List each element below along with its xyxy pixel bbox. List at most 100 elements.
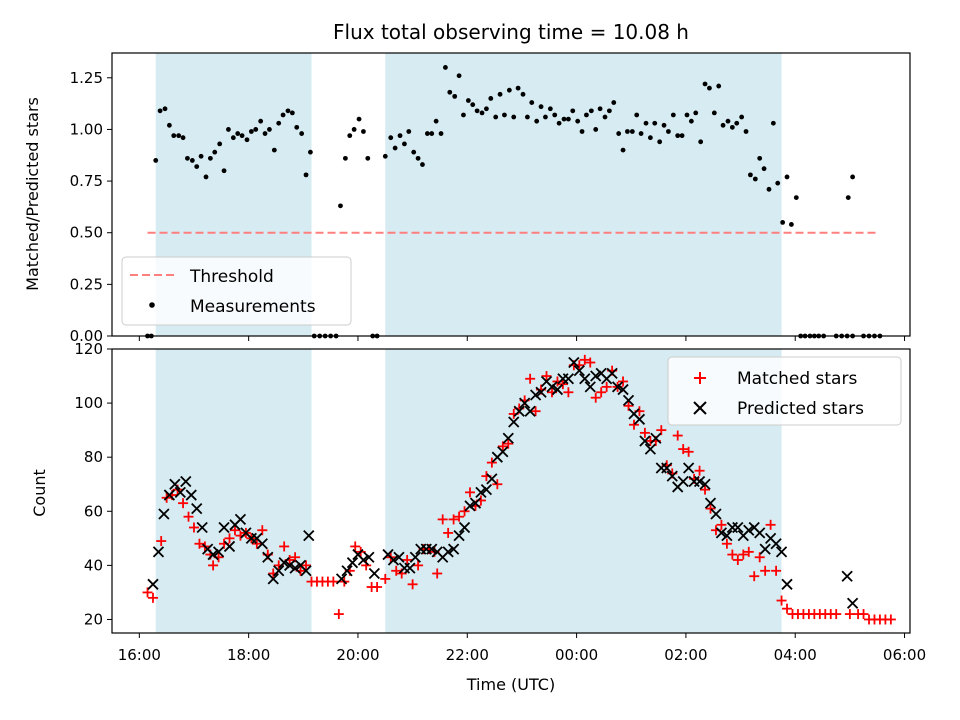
predicted-star-marker <box>458 521 471 534</box>
matched-star-marker <box>683 446 694 457</box>
measurement-point <box>497 91 503 97</box>
measurement-point <box>479 110 485 116</box>
matched-star-marker <box>749 571 760 582</box>
predicted-star-marker <box>551 383 564 396</box>
matched-star-marker <box>437 514 448 525</box>
matched-star-marker <box>279 541 290 552</box>
predicted-star-marker <box>464 500 476 512</box>
measurement-point <box>342 155 348 161</box>
measurement-point <box>447 89 453 95</box>
matched-star-marker <box>732 554 743 565</box>
bottom-x-tick-label: 22:00 <box>446 646 489 664</box>
bottom-y-tick-label: 60 <box>84 502 103 520</box>
measurement-point <box>666 129 671 134</box>
top-legend: Threshold Measurements <box>121 256 352 326</box>
measurement-point <box>707 85 712 91</box>
matched-star-marker <box>727 549 738 560</box>
matched-star-marker <box>208 560 219 571</box>
measurement-point <box>456 73 462 79</box>
predicted-star-marker <box>335 573 348 585</box>
predicted-star-marker <box>633 413 646 425</box>
bottom-panel: 20 40 60 80 100 120 16:00 18:00 20:00 22:00 00:00… <box>30 340 926 694</box>
measurement-point <box>556 120 562 126</box>
predicted-star-marker <box>617 383 629 396</box>
predicted-star-marker <box>606 367 618 379</box>
measurement-point <box>289 110 295 116</box>
measurement-point <box>752 176 758 182</box>
measurement-point <box>239 133 245 139</box>
measurement-point <box>488 96 494 101</box>
measurement-point <box>761 166 767 172</box>
predicted-star-marker <box>300 565 312 577</box>
legend-measurements-label: Measurements <box>190 297 316 317</box>
predicted-star-marker <box>426 543 438 555</box>
matched-star-marker <box>350 541 361 552</box>
measurement-point <box>766 186 772 192</box>
measurement-point <box>657 139 663 145</box>
measurement-point <box>743 129 749 134</box>
measurement-point <box>748 172 753 178</box>
measurement-point <box>171 133 177 139</box>
matched-star-marker <box>156 536 167 547</box>
matched-star-marker <box>716 519 727 530</box>
bottom-y-axis-label: Count <box>30 469 49 517</box>
bottom-y-tick-label: 20 <box>84 610 103 628</box>
predicted-star-marker <box>622 394 635 407</box>
measurement-point <box>267 127 272 132</box>
matched-star-marker <box>459 506 470 517</box>
bottom-x-tick-label: 18:00 <box>227 646 270 664</box>
predicted-star-marker <box>743 524 755 536</box>
top-shaded-intervals <box>155 53 782 336</box>
predicted-star-marker <box>721 529 733 542</box>
top-y-tick-label: 0.75 <box>70 172 103 190</box>
matched-star-marker <box>486 457 497 468</box>
measurement-point <box>502 112 507 118</box>
measurement-point <box>294 124 300 130</box>
measurement-point <box>235 131 241 136</box>
matched-star-marker <box>178 498 189 509</box>
chart-title: Flux total observing time = 10.08 h <box>333 20 689 44</box>
predicted-stars-points <box>147 356 859 609</box>
predicted-star-marker <box>770 538 782 550</box>
matched-star-marker <box>448 514 459 525</box>
measurement-point <box>207 155 213 161</box>
predicted-star-marker <box>754 527 766 539</box>
predicted-star-marker <box>442 546 454 558</box>
measurement-point <box>757 155 763 161</box>
measurement-point <box>470 102 476 108</box>
predicted-star-marker <box>278 557 290 569</box>
matched-star-marker <box>765 519 776 530</box>
measurement-point <box>616 131 622 136</box>
matched-star-marker <box>391 565 402 576</box>
matched-star-marker <box>290 552 301 563</box>
x-axis-label: Time (UTC) <box>466 675 555 694</box>
matched-star-marker <box>858 609 869 620</box>
matched-star-marker <box>407 579 418 590</box>
predicted-star-marker <box>546 381 558 393</box>
matched-star-marker <box>694 465 705 476</box>
matched-star-marker <box>183 511 194 522</box>
measurement-point <box>584 112 589 118</box>
measurement-point <box>688 118 694 124</box>
matched-star-marker <box>672 430 683 441</box>
measurement-point <box>643 120 649 126</box>
predicted-star-marker <box>223 540 236 553</box>
measurement-point <box>262 131 268 136</box>
measurement-point <box>356 116 362 122</box>
measurement-point <box>258 118 264 124</box>
legend-threshold-label: Threshold <box>189 267 274 287</box>
measurement-point <box>520 91 526 97</box>
measurement-point <box>185 155 190 161</box>
measurement-point <box>511 114 517 120</box>
measurement-point <box>203 174 209 180</box>
predicted-star-marker <box>404 562 416 574</box>
measurement-point <box>588 108 594 114</box>
matched-star-marker <box>194 538 205 549</box>
matched-star-marker <box>743 546 754 557</box>
measurement-point <box>775 180 781 186</box>
measurement-point <box>226 127 231 132</box>
predicted-star-marker <box>273 565 285 577</box>
measurement-point <box>212 149 218 155</box>
measurement-point <box>382 153 388 159</box>
